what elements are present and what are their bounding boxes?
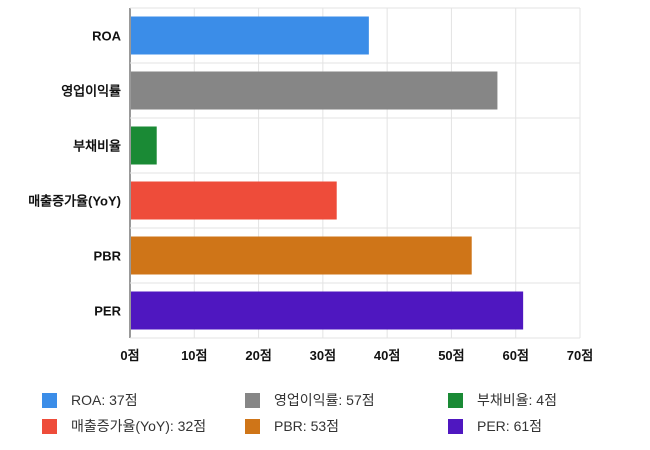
legend-swatch [42,418,57,434]
category-label: 매출증가율(YoY) [28,194,121,209]
x-tick-label: 70점 [567,348,593,363]
x-tick-label: 30점 [310,348,336,363]
grid-lines [129,7,581,339]
legend-item: PER: 61점 [448,416,542,436]
legend-item: PBR: 53점 [245,416,339,436]
x-tick-label: 0점 [120,348,139,363]
x-tick-label: 10점 [181,348,207,363]
category-label: 부채비율 [73,139,121,154]
legend-item: 영업이익률: 57점 [245,390,375,410]
category-label: PER [94,304,121,319]
category-label: ROA [92,29,122,44]
legend-swatch [448,392,463,408]
bar-3 [131,181,337,220]
legend-label: 부채비율: 4점 [477,392,557,408]
legend-item: ROA: 37점 [42,390,138,410]
x-tick-label: 60점 [503,348,529,363]
legend-swatch [42,392,57,408]
legend-swatch [448,418,463,434]
legend-label: PER: 61점 [477,418,543,434]
legend-item: 부채비율: 4점 [448,390,557,410]
bar-2 [131,126,157,165]
legend-label: ROA: 37점 [71,392,138,408]
legend-label: 영업이익률: 57점 [274,392,375,408]
legend-label: 매출증가율(YoY): 32점 [71,418,207,434]
legend-swatch [245,392,260,408]
category-label: PBR [94,249,122,264]
legend-swatch [245,418,260,434]
bar-4 [131,236,472,275]
x-tick-label: 50점 [438,348,464,363]
bar-1 [131,71,498,110]
category-label: 영업이익률 [61,84,121,99]
x-tick-label: 20점 [245,348,271,363]
bar-0 [131,16,369,55]
x-axis-tick-labels: 0점 10점 20점 30점 40점 50점 60점 70점 [120,348,593,363]
x-tick-label: 40점 [374,348,400,363]
bars [131,16,524,330]
bar-5 [131,291,524,330]
legend-item: 매출증가율(YoY): 32점 [42,416,206,436]
legend-label: PBR: 53점 [274,418,340,434]
